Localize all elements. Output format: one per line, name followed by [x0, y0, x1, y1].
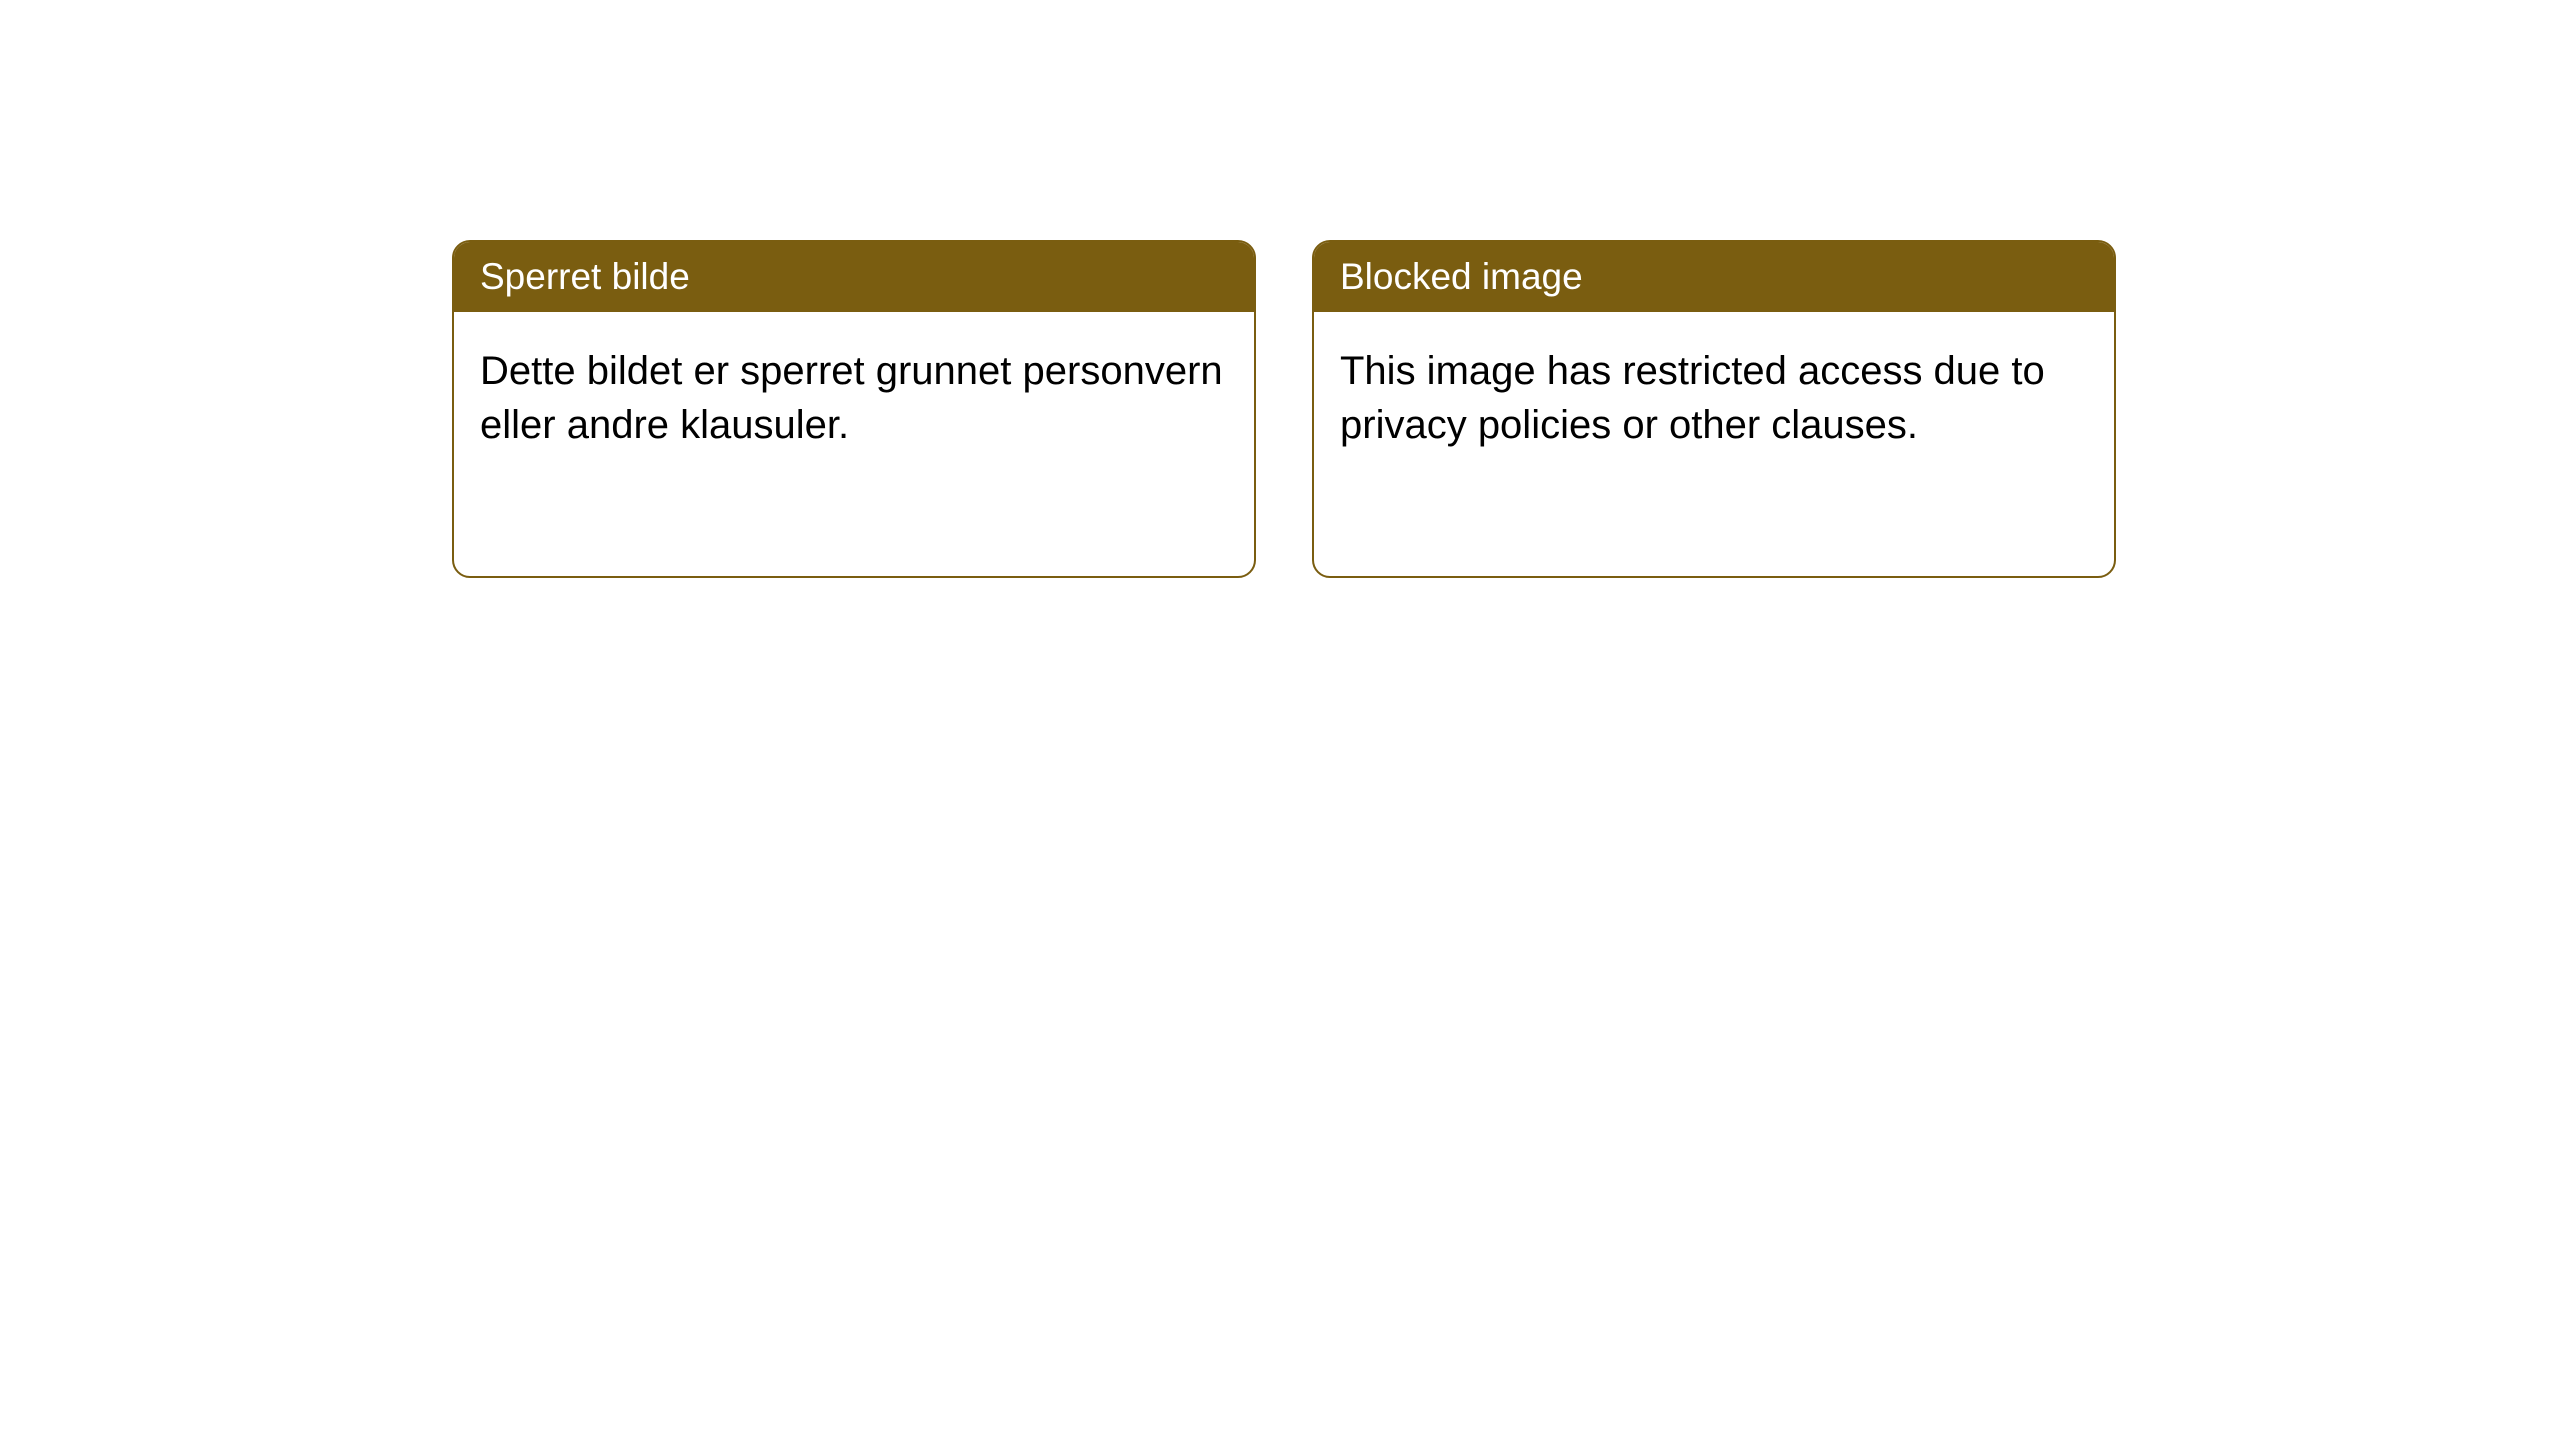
- notice-card-english: Blocked image This image has restricted …: [1312, 240, 2116, 578]
- card-title: Sperret bilde: [480, 256, 690, 297]
- card-title: Blocked image: [1340, 256, 1583, 297]
- card-header: Sperret bilde: [454, 242, 1254, 312]
- card-body: Dette bildet er sperret grunnet personve…: [454, 312, 1254, 484]
- card-body: This image has restricted access due to …: [1314, 312, 2114, 484]
- notice-container: Sperret bilde Dette bildet er sperret gr…: [0, 0, 2560, 578]
- notice-card-norwegian: Sperret bilde Dette bildet er sperret gr…: [452, 240, 1256, 578]
- card-header: Blocked image: [1314, 242, 2114, 312]
- card-body-text: Dette bildet er sperret grunnet personve…: [480, 349, 1223, 447]
- card-body-text: This image has restricted access due to …: [1340, 349, 2045, 447]
